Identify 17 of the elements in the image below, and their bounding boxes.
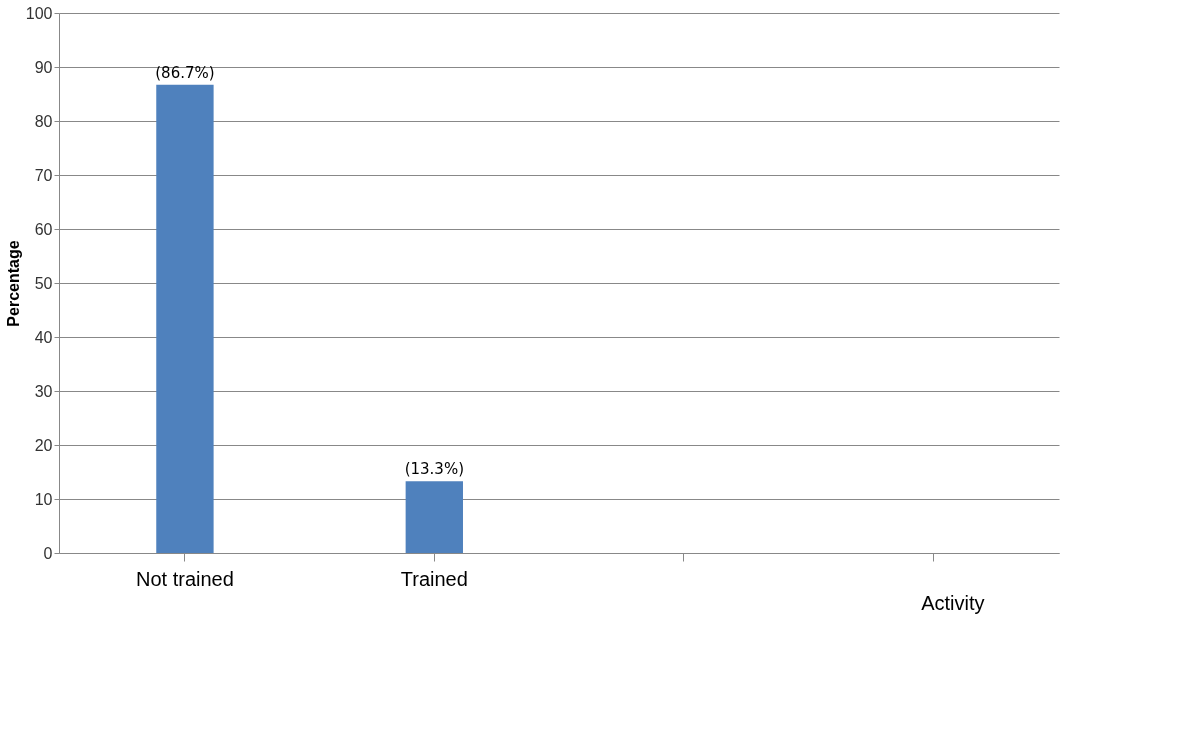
y-tick-label: 0 <box>43 544 53 562</box>
data-label: (86.7%) <box>155 63 215 82</box>
y-tick-label: 50 <box>34 274 53 292</box>
y-tick-label: 30 <box>34 382 53 400</box>
y-tick-label: 60 <box>34 220 53 238</box>
x-tick-label: Trained <box>400 567 468 590</box>
x-axis-title: Activity <box>921 591 985 614</box>
y-tick-label: 40 <box>34 328 53 346</box>
y-tick-label: 20 <box>34 436 53 454</box>
y-tick-label: 90 <box>34 58 53 76</box>
data-label: (13.3%) <box>404 460 464 479</box>
y-tick-label: 80 <box>34 112 53 130</box>
y-tick-label: 70 <box>34 166 53 184</box>
y-tick-label: 10 <box>34 490 53 508</box>
y-axis-title: Percentage <box>4 240 22 327</box>
y-tick-label: 100 <box>25 4 53 22</box>
x-tick-label: Not trained <box>136 567 234 590</box>
